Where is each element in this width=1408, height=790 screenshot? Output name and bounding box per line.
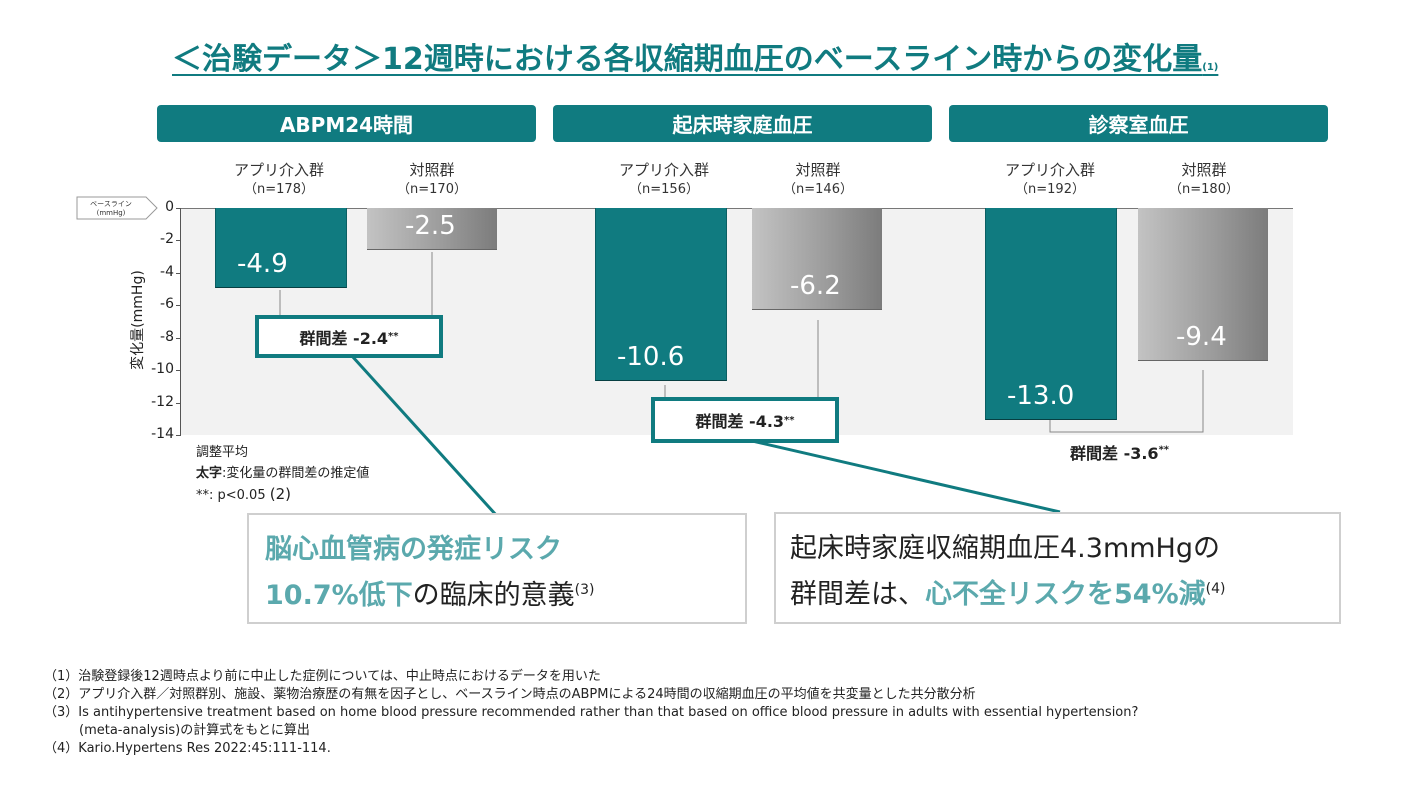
baseline-tag: ベースライン (mmHg) bbox=[76, 196, 158, 220]
group-label-control-3: 対照群 （n=180） bbox=[1169, 161, 1239, 197]
panel-header-abpm: ABPM24時間 bbox=[157, 105, 536, 142]
bar-value-control-3: -9.4 bbox=[1176, 322, 1227, 353]
bar-control-3 bbox=[1138, 208, 1268, 362]
baseline-tag-unit: (mmHg) bbox=[97, 209, 126, 217]
page-title: ＜治験データ＞12週時における各収縮期血圧のベースライン時からの変化量(1) bbox=[172, 42, 1219, 77]
bar-value-control-1: -2.5 bbox=[405, 210, 456, 241]
y-tick-label: -4 bbox=[160, 263, 174, 280]
group-label-app-1: アプリ介入群 （n=178） bbox=[233, 161, 324, 197]
bar-value-app-1: -4.9 bbox=[237, 249, 288, 280]
y-tick-mark bbox=[176, 370, 181, 372]
y-axis bbox=[180, 208, 181, 435]
title-reference: (1) bbox=[1202, 62, 1219, 73]
group-diff-box-1: 群間差 -2.4 ** bbox=[255, 315, 443, 358]
footnote-4: （4）Kario.Hypertens Res 2022:45:111-114. bbox=[44, 741, 331, 756]
y-tick-mark bbox=[176, 402, 181, 404]
group-diff-3: 群間差 -3.6** bbox=[1070, 444, 1170, 463]
y-tick-mark bbox=[176, 305, 181, 307]
panel-header-home: 起床時家庭血圧 bbox=[553, 105, 932, 142]
bar-app-3 bbox=[985, 208, 1117, 420]
note-adjusted-mean: 調整平均 bbox=[196, 445, 249, 460]
y-tick-label: -10 bbox=[151, 361, 174, 378]
group-diff-box-2: 群間差 -4.3 ** bbox=[651, 397, 839, 443]
callout-left: 脳心血管病の発症リスク 10.7%低下の臨床的意義(3) bbox=[247, 513, 747, 624]
bar-app-1 bbox=[215, 208, 347, 289]
callout-right-line1: 起床時家庭収縮期血圧4.3mmHgの bbox=[790, 533, 1220, 564]
y-tick-mark bbox=[176, 337, 181, 339]
group-label-control-2: 対照群 （n=146） bbox=[783, 161, 853, 197]
y-tick-mark bbox=[176, 272, 181, 274]
callout-right-line2: 群間差は、心不全リスクを54%減(4) bbox=[790, 579, 1226, 610]
bar-value-control-2: -6.2 bbox=[790, 270, 841, 301]
y-tick-label: -8 bbox=[160, 328, 174, 345]
footnote-3-cont: (meta-analysis)の計算式をもとに算出 bbox=[79, 723, 310, 738]
note-bold-legend: 太字:変化量の群間差の推定値 bbox=[196, 466, 370, 481]
footnote-1: （1）治験登録後12週時点より前に中止した症例については、中止時点におけるデータ… bbox=[44, 669, 601, 684]
y-tick-label: -14 bbox=[151, 426, 174, 442]
pointer-line-right bbox=[747, 438, 1061, 514]
y-tick-label: -6 bbox=[160, 296, 174, 313]
bar-value-app-3: -13.0 bbox=[1007, 380, 1075, 411]
callout-right: 起床時家庭収縮期血圧4.3mmHgの 群間差は、心不全リスクを54%減(4) bbox=[774, 512, 1341, 624]
connector-office bbox=[1049, 370, 1204, 433]
footnote-2: （2）アプリ介入群／対照群別、施設、薬物治療歴の有無を因子とし、ベースライン時点… bbox=[44, 687, 976, 702]
y-tick-mark bbox=[176, 208, 181, 209]
callout-left-line1: 脳心血管病の発症リスク bbox=[265, 534, 562, 565]
footnotes: （1）治験登録後12週時点より前に中止した症例については、中止時点におけるデータ… bbox=[44, 668, 1138, 758]
bar-control-2 bbox=[752, 208, 882, 310]
callout-left-line2: 10.7%低下の臨床的意義(3) bbox=[265, 580, 595, 611]
panel-header-office: 診察室血圧 bbox=[949, 105, 1328, 142]
y-tick-label: -2 bbox=[160, 231, 174, 248]
note-significance: **: p<0.05 (2) bbox=[196, 485, 291, 503]
baseline-tag-label: ベースライン bbox=[90, 200, 132, 208]
chart-notes: 調整平均 太字:変化量の群間差の推定値 **: p<0.05 (2) bbox=[196, 442, 369, 506]
group-label-app-3: アプリ介入群 （n=192） bbox=[1004, 161, 1095, 197]
pointer-line-left bbox=[350, 354, 499, 518]
group-label-app-2: アプリ介入群 （n=156） bbox=[618, 161, 709, 197]
footnote-3: （3）Is antihypertensive treatment based o… bbox=[44, 705, 1139, 720]
group-label-control-1: 対照群 （n=170） bbox=[397, 161, 467, 197]
y-tick-mark bbox=[176, 435, 181, 436]
y-tick-mark bbox=[176, 240, 181, 242]
y-tick-label: -12 bbox=[151, 393, 174, 410]
bar-control-1 bbox=[367, 208, 497, 250]
y-tick-label: 0 bbox=[165, 199, 174, 215]
bar-app-2 bbox=[595, 208, 727, 381]
bar-value-app-2: -10.6 bbox=[617, 341, 685, 372]
zero-line bbox=[180, 208, 1293, 209]
